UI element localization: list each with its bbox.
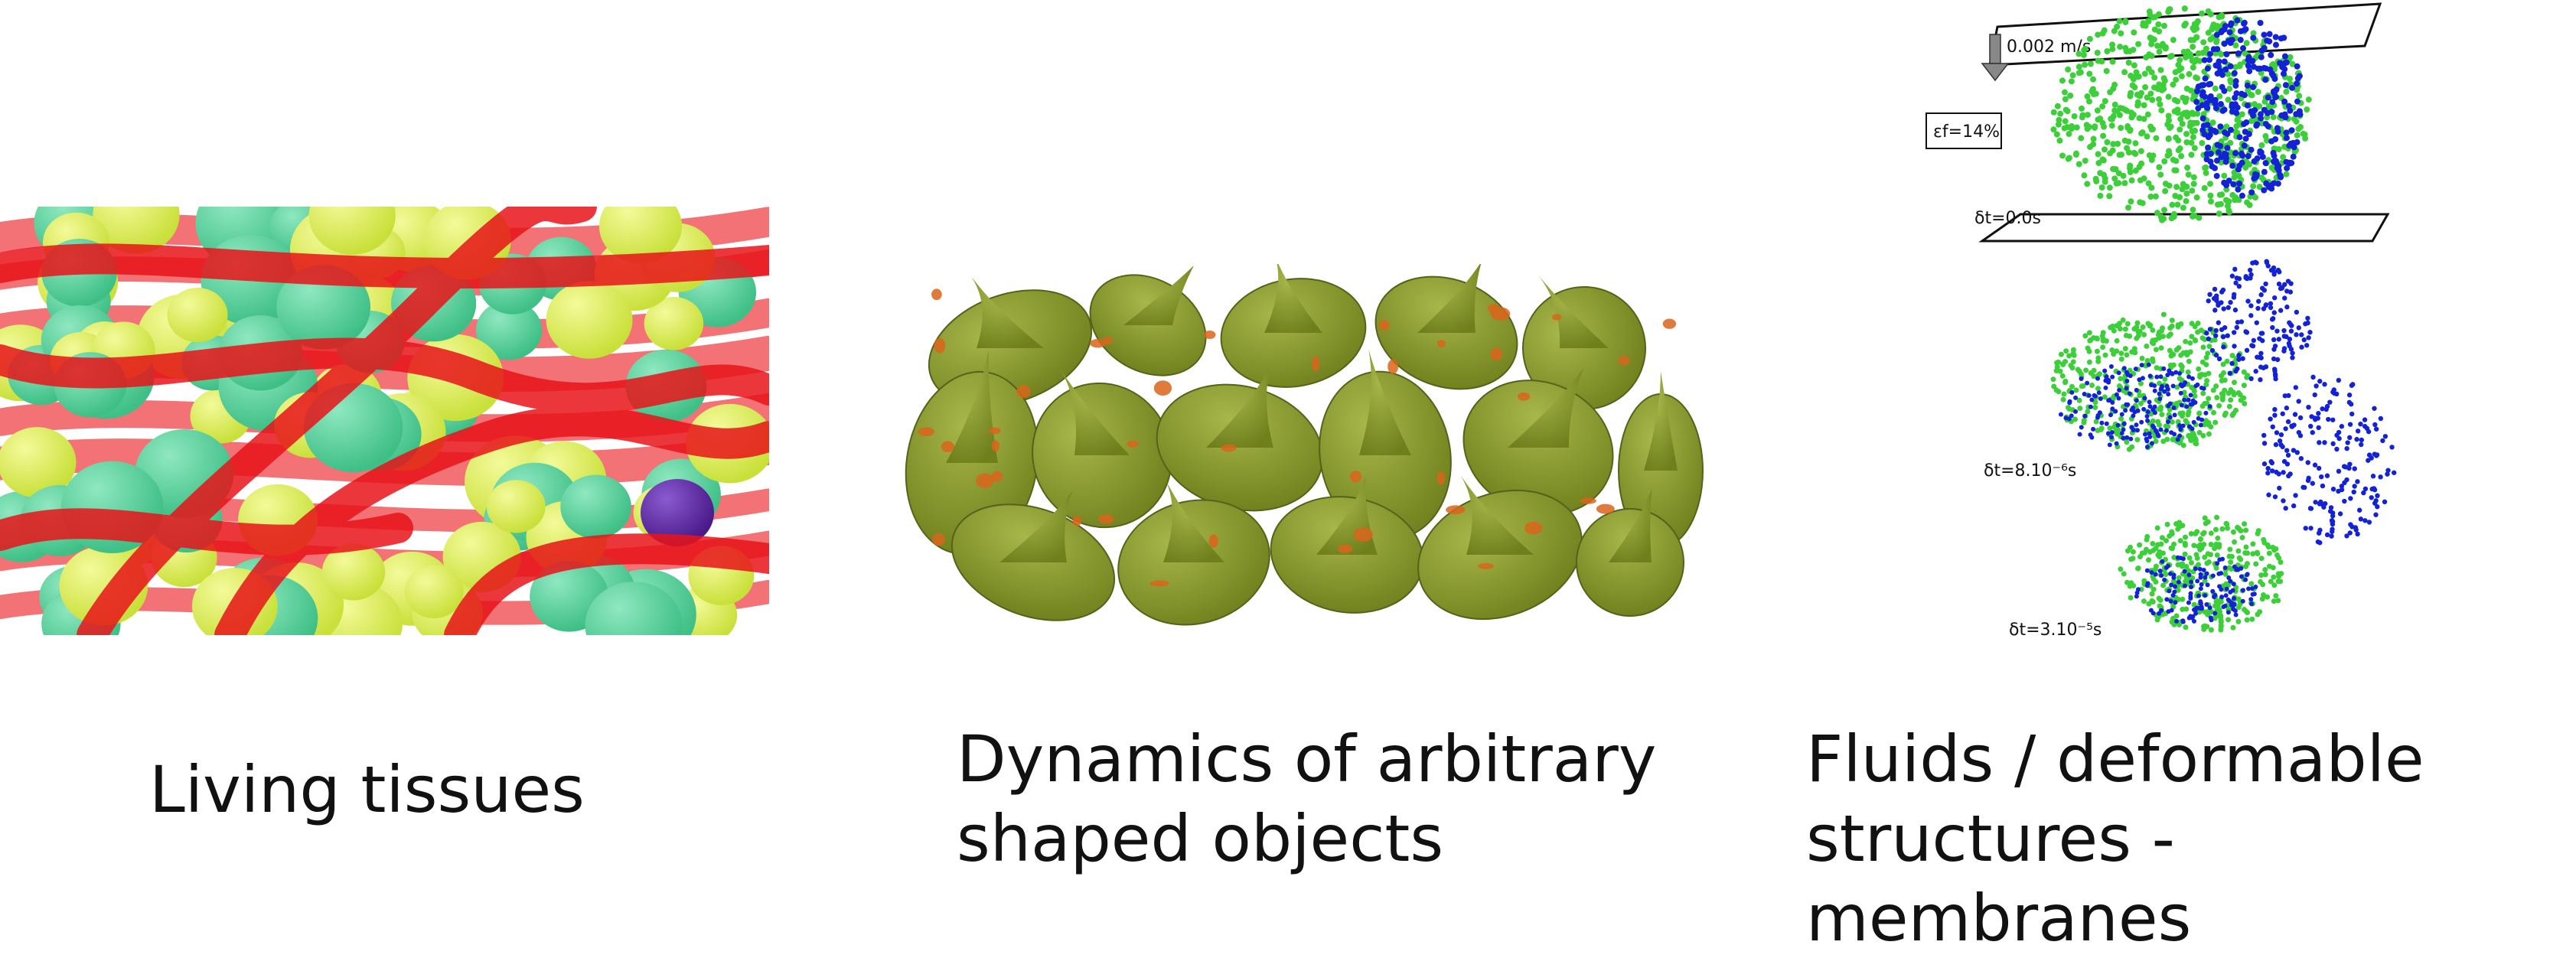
caption-arbitrary-shapes: Dynamics of arbitrary shaped objects xyxy=(957,722,1657,876)
shape-layer xyxy=(905,264,1704,626)
time-label-2: δt=3.10⁻⁵s xyxy=(2009,621,2102,640)
strain-box xyxy=(1925,112,2002,149)
contact-spots xyxy=(918,288,1677,587)
caption-fluids-membranes: Fluids / deformable structures - membran… xyxy=(1806,722,2424,956)
time-label-0: δt=0.0s xyxy=(1974,209,2041,228)
caption-living-tissues: Living tissues xyxy=(149,752,585,827)
arbitrary-shapes-image xyxy=(895,264,1707,627)
purple-cell xyxy=(641,479,714,546)
strain-label: εf=14% xyxy=(1933,122,2000,142)
velocity-arrow-icon xyxy=(1981,34,2010,82)
living-tissues-image xyxy=(0,207,769,635)
vessel-layer-front xyxy=(0,207,769,635)
shape-render xyxy=(905,264,1704,626)
particle-clouds xyxy=(2050,5,2397,633)
time-label-1: δt=8.10⁻⁶s xyxy=(1984,461,2076,481)
bottom-plate xyxy=(1978,213,2390,243)
fluid-render: 0.002 m/s εf=14% δt=0.0s δt=8.10⁻⁶s δt=3… xyxy=(1925,2,2397,640)
tissue-render xyxy=(0,207,769,635)
fluids-membranes-image: 0.002 m/s εf=14% δt=0.0s δt=8.10⁻⁶s δt=3… xyxy=(1898,0,2403,658)
